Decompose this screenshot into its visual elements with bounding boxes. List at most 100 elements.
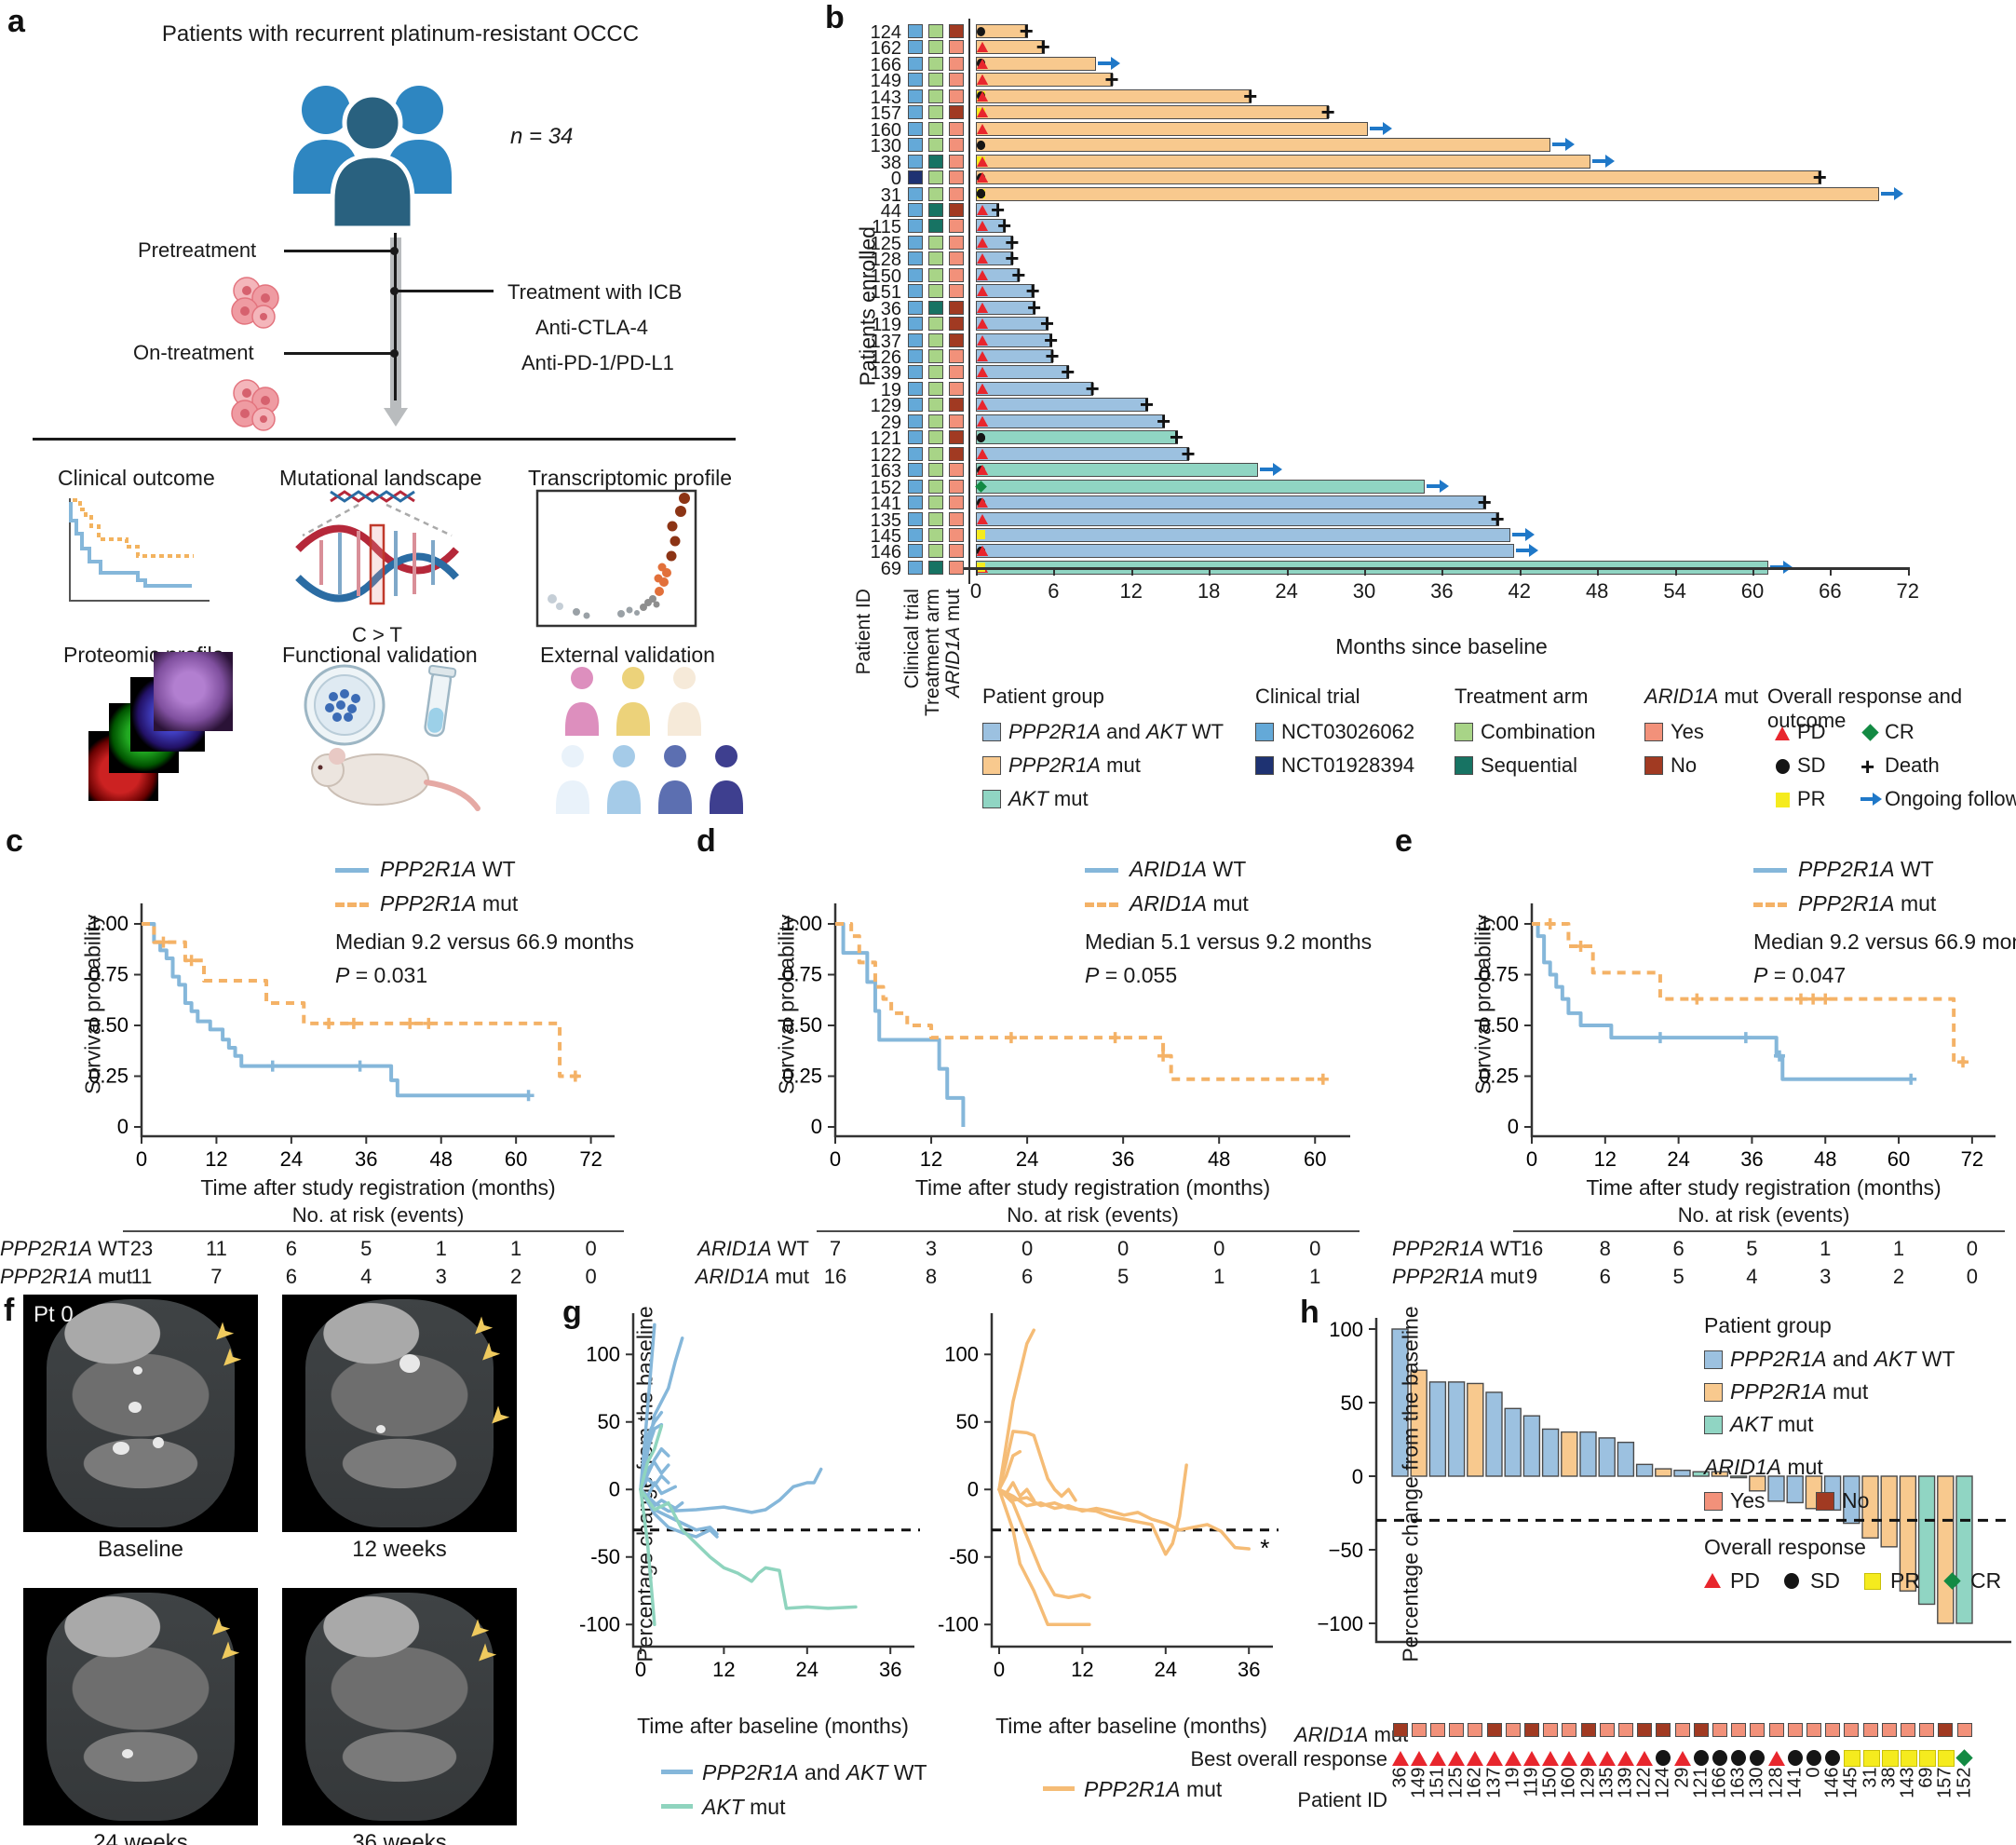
swimmer-patient-id: 129 — [870, 396, 901, 417]
b-tick-label: 18 — [1197, 579, 1221, 604]
volcano-scatter-icon — [535, 489, 697, 628]
ct-12w-image: ➤ ➤ ➤ — [282, 1295, 517, 1532]
svg-text:12: 12 — [1071, 1658, 1093, 1681]
pd-marker-icon — [977, 497, 988, 509]
km-chart-d: 0 0.25 0.50 0.75 1.00 0 12 24 36 48 60 — [782, 903, 1350, 1171]
b-tick — [1674, 567, 1677, 577]
functional-validation-icon — [304, 664, 480, 811]
death-marker-icon: + — [991, 195, 1006, 224]
h-arid-square — [1938, 1723, 1954, 1737]
swimmer-attribute-square — [928, 317, 943, 332]
death-marker-icon: + — [1243, 81, 1258, 110]
legend-swatch — [982, 723, 1001, 741]
icb-line1: Treatment with ICB — [507, 280, 683, 304]
swimmer-bar — [976, 219, 1006, 234]
svg-text:36: 36 — [1112, 1147, 1134, 1171]
pd-marker-icon — [977, 123, 988, 134]
b-tick-label: 36 — [1430, 579, 1454, 604]
km-risk-value: 5 — [1672, 1265, 1685, 1288]
swimmer-attribute-square — [949, 251, 964, 266]
death-marker-icon: + — [1490, 504, 1505, 533]
b-legend-item: AKT mut — [982, 787, 1089, 811]
km-risk-value: 0 — [1117, 1237, 1130, 1260]
b-legend-response-item: PD — [1773, 720, 1826, 744]
km-risk-value: 0 — [1309, 1237, 1321, 1260]
panel-h-waterfall: 100 50 0 −50 −100 Percentage change from the … — [1190, 1257, 2016, 1845]
ct-patient-label: Pt 0 — [34, 1302, 74, 1327]
km-risk-rule — [817, 1230, 1360, 1232]
km-chart-c: 0 0.25 0.50 0.75 1.00 0 12 24 36 48 60 72 — [88, 903, 615, 1171]
svg-text:-50: -50 — [590, 1545, 620, 1568]
death-marker-icon: + — [1812, 163, 1827, 192]
km-risk-value: 7 — [210, 1265, 223, 1288]
b-tick — [976, 567, 978, 577]
km-risk-value: 1 — [435, 1237, 447, 1260]
swimmer-attribute-square — [908, 154, 923, 169]
swimmer-patient-id: 166 — [870, 54, 901, 75]
pretreatment-label: Pretreatment — [138, 238, 257, 262]
panel-d-km: 0 0.25 0.50 0.75 1.00 0 12 24 36 48 60 Survival pro… — [694, 820, 1392, 1288]
km-risk-rule — [1513, 1230, 2005, 1232]
branch-dot — [390, 349, 399, 358]
b-legend-title: ARID1A mut — [1644, 685, 1759, 708]
swimmer-attribute-square — [949, 105, 964, 120]
swimmer-attribute-square — [908, 56, 923, 71]
b-x-spine — [964, 567, 1909, 570]
swimmer-attribute-square — [928, 430, 943, 445]
h-arid-square — [1731, 1723, 1747, 1737]
pd-marker-icon — [977, 415, 988, 427]
swimmer-attribute-square — [908, 463, 923, 478]
svg-text:0: 0 — [994, 1658, 1005, 1681]
km-xlabel: Time after study registration (months) — [914, 1175, 1271, 1200]
swimmer-attribute-square — [908, 349, 923, 363]
swimmer-attribute-square — [928, 300, 943, 315]
ongoing-arrow-icon — [1881, 186, 1904, 200]
sd-marker-icon — [977, 26, 985, 36]
b-tick-label: 72 — [1896, 579, 1920, 604]
b-legend-title: Clinical trial — [1255, 685, 1360, 708]
swimmer-attribute-square — [908, 202, 923, 217]
svg-text:0.75: 0.75 — [88, 963, 129, 986]
h-pd-marker-icon — [1522, 1751, 1540, 1766]
swimmer-patient-id: 139 — [870, 363, 901, 385]
km-risk-row-label: PPP2R1A WT — [0, 1237, 130, 1260]
km-risk-value: 3 — [1820, 1265, 1832, 1288]
km-xlabel: Time after study registration (months) — [200, 1175, 556, 1200]
pd-marker-icon — [977, 75, 988, 86]
km-p-value: P = 0.047 — [1753, 963, 1847, 987]
sd-marker-icon — [977, 432, 985, 442]
ct-caption-12w: 12 weeks — [352, 1537, 447, 1562]
legend-swatch — [1816, 1492, 1834, 1511]
h-arid-square — [1468, 1723, 1483, 1737]
swimmer-attribute-square — [928, 544, 943, 559]
h-pd-marker-icon — [1673, 1751, 1691, 1766]
g-legend-item: PPP2R1A and AKT WT — [661, 1760, 927, 1785]
swimmer-attribute-square — [928, 56, 943, 71]
km-legend-line — [335, 902, 369, 907]
swimmer-bar — [976, 251, 1014, 266]
b-tick — [1209, 567, 1211, 577]
km-legend-line — [1085, 868, 1118, 873]
swimmer-attribute-square — [949, 398, 964, 413]
swimmer-attribute-square — [908, 40, 923, 55]
km-xlabel: Time after study registration (months) — [1586, 1175, 1942, 1200]
svg-text:12: 12 — [1594, 1147, 1617, 1171]
swimmer-attribute-square — [928, 414, 943, 428]
pd-marker-icon — [977, 172, 988, 183]
swimmer-bar — [976, 414, 1165, 428]
swimmer-attribute-square — [928, 284, 943, 299]
km-risk-value: 1 — [1309, 1265, 1321, 1288]
swimmer-bar — [975, 479, 1426, 494]
b-legend-item: PPP2R1A mut — [982, 753, 1141, 778]
swimmer-attribute-square — [928, 463, 943, 478]
h-arid-square — [1637, 1723, 1653, 1737]
pd-marker-icon — [977, 237, 988, 248]
swimmer-attribute-square — [949, 88, 964, 103]
b-legend-item: Yes — [1644, 720, 1704, 744]
svg-text:48: 48 — [1208, 1147, 1230, 1171]
swimmer-attribute-square — [908, 511, 923, 526]
swimmer-attribute-square — [949, 154, 964, 169]
km-risk-value: 9 — [1525, 1265, 1538, 1288]
svg-text:-100: -100 — [579, 1612, 620, 1635]
km-risk-value: 4 — [1746, 1265, 1758, 1288]
